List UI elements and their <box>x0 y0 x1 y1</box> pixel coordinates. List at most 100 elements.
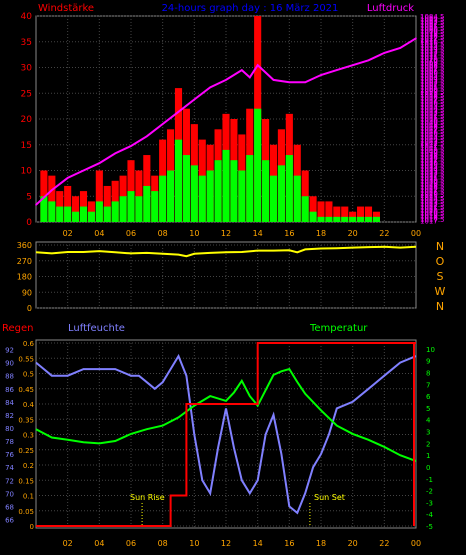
y-tick-label-temperature: 1 <box>426 452 430 460</box>
axis-labels: 051015202530354010171017.510181018.51019… <box>5 12 445 548</box>
y-tick-label-direction: 0 <box>27 304 32 313</box>
x-tick-label: 10 <box>189 229 199 238</box>
point-pressure <box>130 145 132 147</box>
y-tick-label-temperature: -5 <box>426 523 433 531</box>
bar-wind <box>293 175 301 222</box>
y-tick-label-wind: 35 <box>21 38 32 48</box>
y-tick-label-temperature: -2 <box>426 488 433 496</box>
y-tick-label-humidity: 80 <box>5 425 14 433</box>
bar-wind <box>230 160 238 222</box>
point-pressure <box>288 81 291 84</box>
y-tick-label-wind: 0 <box>26 218 32 228</box>
y2-tick-label-pressure: 1052 <box>420 111 438 119</box>
bar-gust <box>48 175 56 222</box>
compass-label: O <box>436 255 445 268</box>
y2-tick-label-pressure: 1028.5 <box>420 183 445 191</box>
y-tick-label-temperature: 5 <box>426 405 430 413</box>
y2-tick-label-pressure: 1037 <box>420 157 438 165</box>
y-tick-label-wind: 40 <box>21 12 33 22</box>
bar-wind <box>182 155 190 222</box>
bar-wind <box>151 191 159 222</box>
y2-tick-label-pressure: 1020 <box>420 208 438 216</box>
y2-tick-label-pressure: 1023.5 <box>420 198 445 206</box>
y2-tick-label-pressure: 1077 <box>420 36 438 44</box>
y2-tick-label-pressure: 1076 <box>420 39 438 47</box>
y2-tick-label-pressure: 1041 <box>420 145 438 153</box>
y2-tick-label-pressure: 1030 <box>420 178 438 186</box>
y2-tick-label-pressure: 1080 <box>420 27 438 35</box>
y2-tick-label-pressure: 1062.5 <box>420 80 445 88</box>
bar-wind <box>87 211 95 222</box>
y2-tick-label-pressure: 1083 <box>420 18 438 26</box>
y2-tick-label-pressure: 1072.5 <box>420 49 445 57</box>
y2-tick-label-pressure: 1069.5 <box>420 58 445 66</box>
point-pressure <box>35 204 37 206</box>
y2-tick-label-pressure: 1082 <box>420 21 438 29</box>
y2-tick-label-pressure: 1033 <box>420 169 438 177</box>
y-tick-label-direction: 360 <box>17 241 32 250</box>
y2-tick-label-pressure: 1051 <box>420 114 438 122</box>
bar-wind <box>349 216 357 222</box>
x-tick-label: 20 <box>348 229 358 238</box>
y2-tick-label-pressure: 1074.5 <box>420 43 445 51</box>
bar-wind <box>262 160 270 222</box>
y2-tick-label-pressure: 1054 <box>420 105 438 113</box>
y2-tick-label-pressure: 1071 <box>420 54 438 62</box>
point-pressure <box>304 81 306 84</box>
x-tick-label: 06 <box>126 539 136 548</box>
y2-tick-label-pressure: 1055 <box>420 102 438 110</box>
bar-wind <box>309 211 317 222</box>
point-pressure <box>336 69 338 71</box>
bar-wind <box>198 175 206 222</box>
y2-tick-label-pressure: 1083.5 <box>420 16 445 24</box>
x-tick-label: 12 <box>221 229 231 238</box>
y2-tick-label-pressure: 1033.5 <box>420 168 445 176</box>
y2-tick-label-pressure: 1058.5 <box>420 92 445 100</box>
grid-lines <box>36 15 416 528</box>
y-tick-label-temperature: -1 <box>426 476 433 484</box>
y2-tick-label-pressure: 1027.5 <box>420 186 445 194</box>
x-tick-label: 18 <box>316 229 326 238</box>
y2-tick-label-pressure: 1081 <box>420 24 438 32</box>
y-tick-label-humidity: 70 <box>5 490 14 498</box>
y2-tick-label-pressure: 1042.5 <box>420 140 445 148</box>
y2-tick-label-pressure: 1017.5 <box>420 216 445 224</box>
y-tick-label-temperature: 0 <box>426 464 430 472</box>
y2-tick-label-pressure: 1028 <box>420 184 438 192</box>
point-pressure <box>399 47 401 49</box>
bar-gust <box>95 170 103 222</box>
y2-tick-label-pressure: 1052.5 <box>420 110 445 118</box>
y2-tick-label-pressure: 1053 <box>420 108 438 116</box>
y-tick-label-temperature: 2 <box>426 440 430 448</box>
y2-tick-label-pressure: 1078 <box>420 33 438 41</box>
y2-tick-label-pressure: 1072 <box>420 51 438 59</box>
y2-tick-label-pressure: 1051.5 <box>420 113 445 121</box>
y-tick-label-rain: 0.15 <box>18 477 34 485</box>
x-tick-label: 02 <box>63 229 73 238</box>
y2-tick-label-pressure: 1073 <box>420 48 438 56</box>
y-tick-label-humidity: 92 <box>5 347 14 355</box>
y2-tick-label-pressure: 1075 <box>420 42 438 50</box>
y2-tick-label-pressure: 1066.5 <box>420 68 445 76</box>
y2-tick-label-pressure: 1040 <box>420 148 438 156</box>
point-pressure <box>114 152 116 155</box>
y2-tick-label-pressure: 1039.5 <box>420 149 445 157</box>
y-tick-label-temperature: 10 <box>426 346 435 354</box>
bar-wind <box>333 216 341 222</box>
bar-wind <box>40 196 48 222</box>
y2-tick-label-pressure: 1059 <box>420 90 438 98</box>
bar-wind <box>79 206 88 222</box>
bar-wind <box>119 196 127 222</box>
x-tick-label: 08 <box>158 229 168 238</box>
y-tick-label-rain: 0.4 <box>23 401 35 409</box>
y2-tick-label-pressure: 1048.5 <box>420 122 445 130</box>
y2-tick-label-pressure: 1017 <box>420 217 438 225</box>
y2-tick-label-pressure: 1024 <box>420 196 438 204</box>
y2-tick-label-pressure: 1068.5 <box>420 61 445 69</box>
y2-tick-label-pressure: 1079.5 <box>420 28 445 36</box>
point-pressure <box>272 79 275 81</box>
y2-tick-label-pressure: 1044 <box>420 136 438 144</box>
x-tick-label: 12 <box>221 539 231 548</box>
bar-wind <box>72 211 80 222</box>
